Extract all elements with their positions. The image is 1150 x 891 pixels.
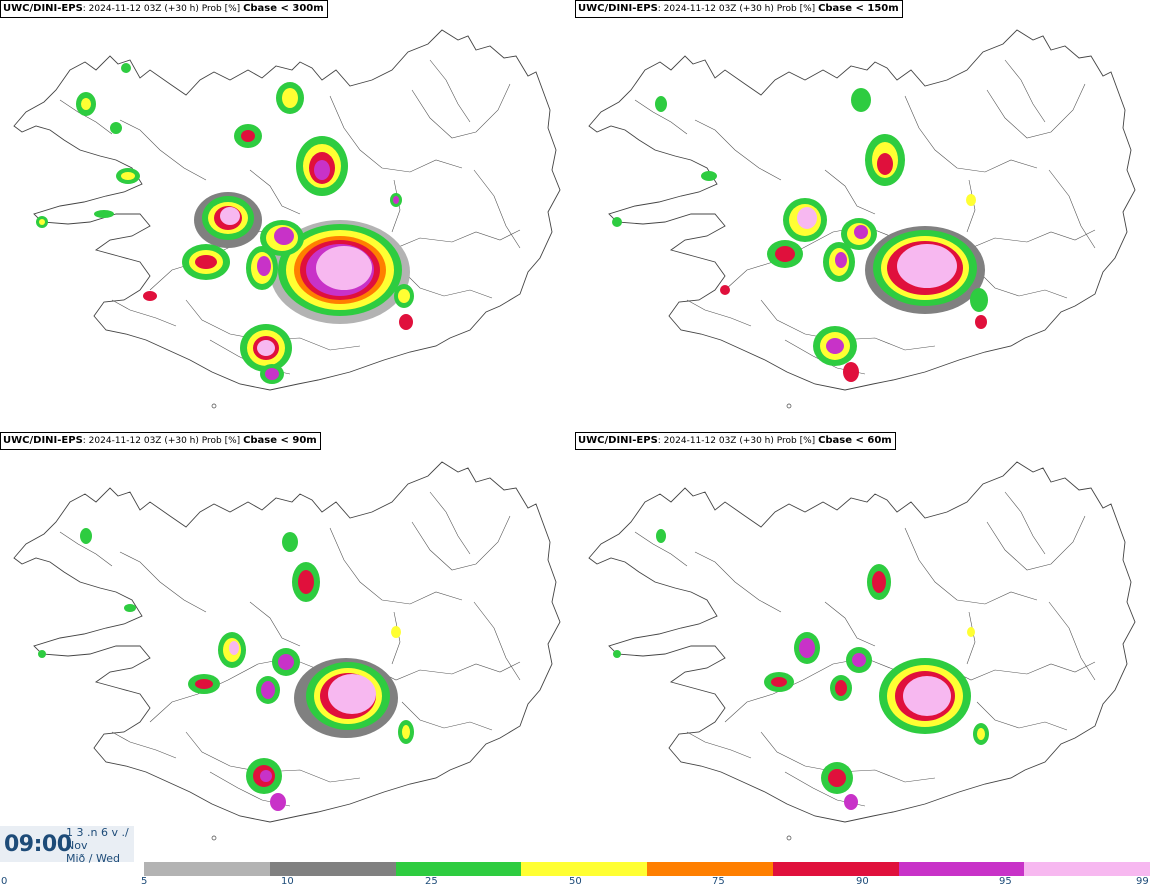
panel-title: UWC/DINI-EPS: 2024-11-12 03Z (+30 h) Pro…: [575, 432, 896, 450]
legend-segment-25-50: [395, 862, 522, 876]
map-panel-cbase-90m: UWC/DINI-EPS: 2024-11-12 03Z (+30 h) Pro…: [0, 432, 575, 862]
legend-tick-99: 99: [1136, 876, 1149, 887]
run-info: 2024-11-12 03Z (+30 h) Prob [%]: [663, 436, 816, 446]
valid-time: 09:00: [4, 832, 72, 857]
iceland-map-60m: [588, 461, 1136, 841]
legend-tick-90: 90: [856, 876, 869, 887]
model-name: UWC/DINI-EPS: [3, 3, 83, 14]
iceland-map-90m: [13, 461, 561, 841]
probability-fields: [612, 88, 988, 382]
probability-fields: [613, 529, 989, 810]
probability-fields: [36, 63, 414, 384]
valid-date-line-1: 1 3 .n 6 v ./: [66, 826, 129, 839]
legend-segment-5-10: [144, 862, 270, 876]
model-name: UWC/DINI-EPS: [578, 435, 658, 446]
legend-tick-10: 10: [281, 876, 294, 887]
valid-date-line-2: Nov: [66, 839, 88, 852]
variable-label: Cbase < 150m: [818, 3, 899, 14]
iceland-map-150m: [588, 29, 1136, 409]
variable-label: Cbase < 60m: [818, 435, 892, 446]
legend-segment-75-90: [647, 862, 773, 876]
panel-title: UWC/DINI-EPS: 2024-11-12 03Z (+30 h) Pro…: [0, 0, 328, 18]
legend-segment-99: [1024, 862, 1150, 876]
model-name: UWC/DINI-EPS: [578, 3, 658, 14]
variable-label: Cbase < 90m: [243, 435, 317, 446]
legend-tick-5: 5: [141, 876, 148, 887]
legend-tick-0: 0: [1, 876, 8, 887]
legend-segment-95-99: [898, 862, 1025, 876]
legend-tick-50: 50: [569, 876, 582, 887]
iceland-map-300m: [13, 29, 561, 409]
panel-title: UWC/DINI-EPS: 2024-11-12 03Z (+30 h) Pro…: [0, 432, 321, 450]
legend-tick-75: 75: [712, 876, 725, 887]
map-panel-cbase-60m: UWC/DINI-EPS: 2024-11-12 03Z (+30 h) Pro…: [575, 432, 1150, 862]
run-info: 2024-11-12 03Z (+30 h) Prob [%]: [88, 436, 241, 446]
run-info: 2024-11-12 03Z (+30 h) Prob [%]: [663, 4, 816, 14]
legend-tick-95: 95: [999, 876, 1012, 887]
legend-segment-90-95: [772, 862, 899, 876]
legend-tick-25: 25: [425, 876, 438, 887]
valid-date: 1 3 .n 6 v ./ Nov Mið / Wed: [66, 826, 129, 865]
model-name: UWC/DINI-EPS: [3, 435, 83, 446]
panel-title: UWC/DINI-EPS: 2024-11-12 03Z (+30 h) Pro…: [575, 0, 903, 18]
valid-date-line-3: Mið / Wed: [66, 852, 120, 865]
map-panel-cbase-150m: UWC/DINI-EPS: 2024-11-12 03Z (+30 h) Pro…: [575, 0, 1150, 430]
variable-label: Cbase < 300m: [243, 3, 324, 14]
run-info: 2024-11-12 03Z (+30 h) Prob [%]: [88, 4, 241, 14]
legend-segment-10-25: [269, 862, 396, 876]
map-panel-cbase-300m: UWC/DINI-EPS: 2024-11-12 03Z (+30 h) Pro…: [0, 0, 575, 430]
legend-segment-50-75: [521, 862, 647, 876]
valid-time-box: 09:00 1 3 .n 6 v ./ Nov Mið / Wed: [0, 826, 134, 865]
probability-fields: [38, 528, 414, 811]
probability-legend: [144, 862, 1150, 876]
